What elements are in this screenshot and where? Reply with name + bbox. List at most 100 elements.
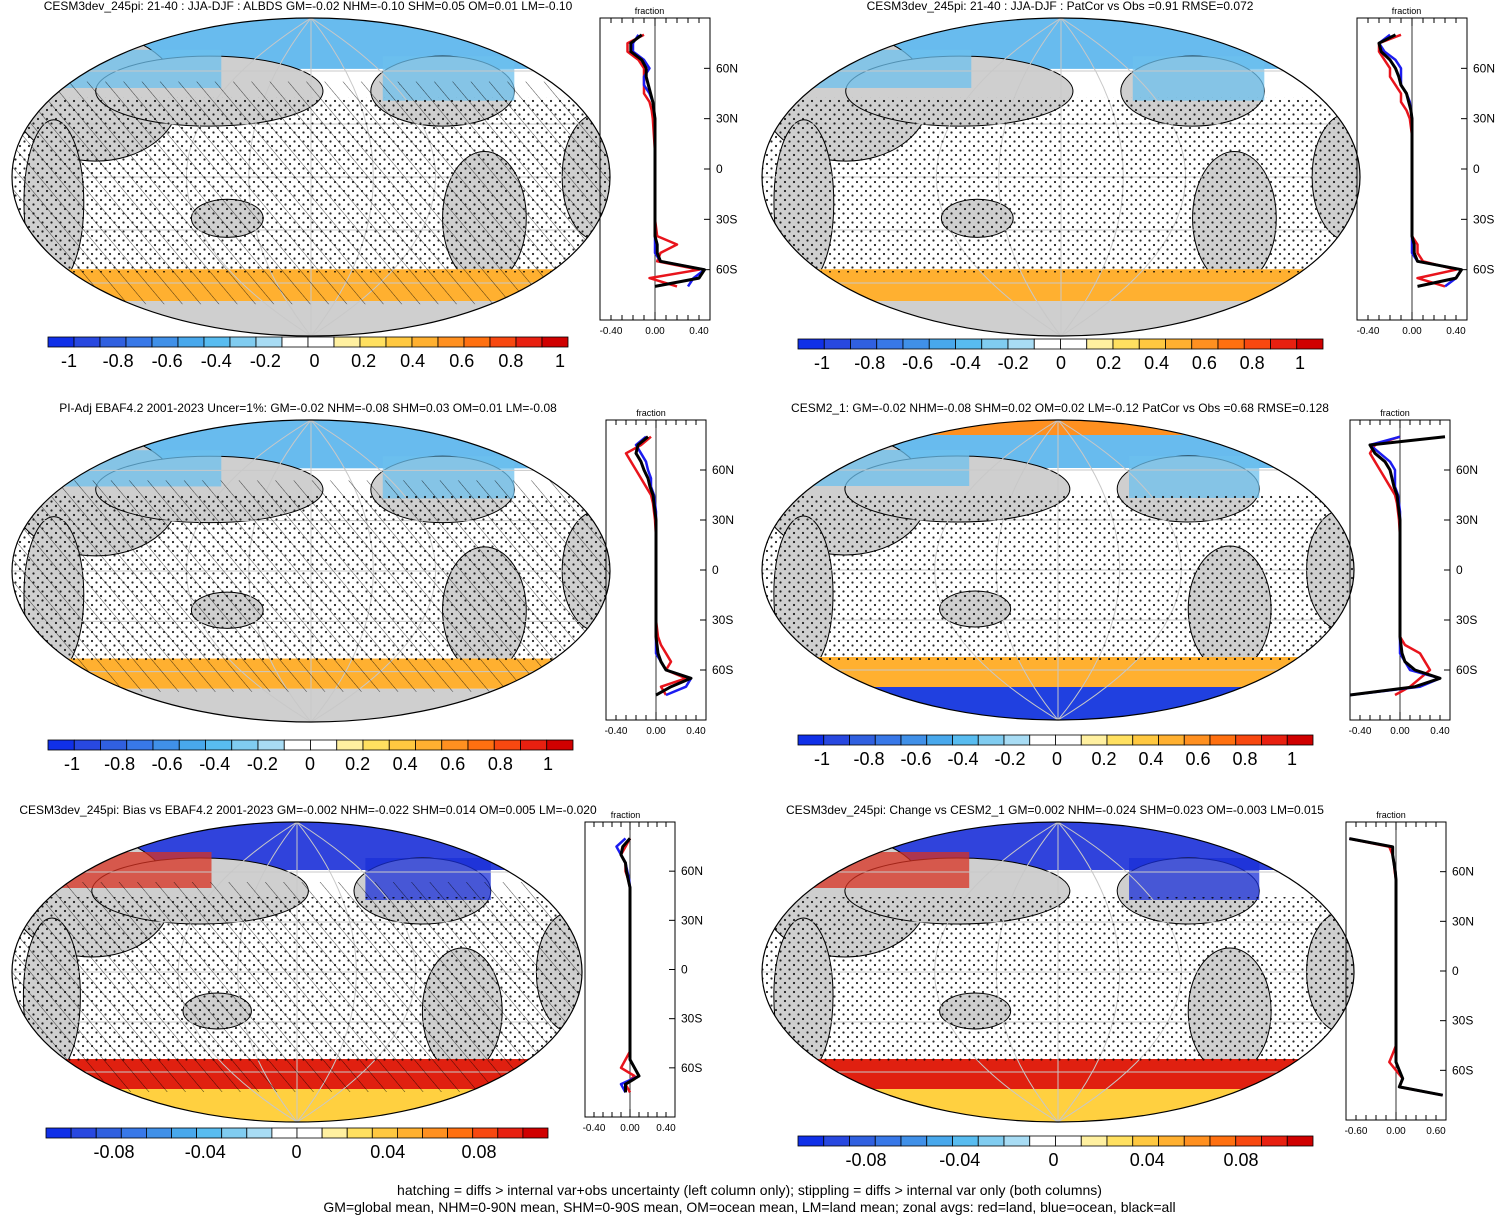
lat-tick-label: 60N (1473, 61, 1495, 75)
colorbar-label: 0.08 (461, 1142, 496, 1162)
colorbar: -0.08 -0.04 0 0.04 0.08 (797, 1135, 1314, 1170)
x-tick-label: -0.40 (1349, 726, 1372, 737)
zonal-axis-label: fraction (611, 810, 641, 820)
colorbar-step (47, 336, 75, 348)
zonal-series-ocean (634, 435, 693, 697)
zonal-mean-panel: fraction 60N 30N 0 30S 60S -0.40 0.00 0.40 (583, 810, 703, 1134)
colorbar-step (1007, 338, 1035, 350)
colorbar-step (1106, 1135, 1134, 1147)
colorbar-step (125, 336, 153, 348)
lat-tick-label: 30S (1473, 212, 1494, 226)
stippling (762, 97, 1360, 273)
colorbar-step (926, 1135, 953, 1147)
colorbar-label: 0 (309, 351, 319, 371)
colorbar-label: -0.4 (950, 353, 981, 373)
colorbar-step (281, 336, 309, 348)
zonal-series-all (1349, 435, 1446, 697)
zonal-axis-label: fraction (1376, 810, 1406, 820)
lat-tick-label: 60S (1456, 663, 1477, 677)
colorbar-label: 0 (1052, 749, 1062, 769)
colorbar-step (385, 336, 413, 348)
lat-tick-label: 60S (1452, 1063, 1473, 1077)
colorbar-step (522, 1127, 549, 1139)
colorbar-label: -0.4 (947, 749, 978, 769)
colorbar-label: 0.2 (1096, 353, 1121, 373)
colorbar-label: -0.08 (93, 1142, 134, 1162)
colorbar-label: 0.6 (1185, 749, 1210, 769)
colorbar-step (178, 739, 206, 751)
colorbar-step (371, 1127, 398, 1139)
colorbar-label: 1 (555, 351, 565, 371)
colorbar-label: 1 (1295, 353, 1305, 373)
colorbar-step (1055, 1135, 1082, 1147)
colorbar-step (797, 338, 825, 350)
panel-title: CESM3dev_245pi: 21-40 : JJA-DJF : PatCor… (867, 0, 1254, 13)
colorbar-label: -0.6 (902, 353, 933, 373)
panel-title: CESM3dev_245pi: 21-40 : JJA-DJF : ALBDS … (44, 0, 573, 13)
colorbar-label: 0.6 (1192, 353, 1217, 373)
colorbar-step (73, 739, 101, 751)
lat-tick-label: 60N (1456, 463, 1478, 477)
colorbar-label: -0.04 (939, 1150, 980, 1170)
colorbar-label: 0.8 (498, 351, 523, 371)
map (12, 822, 582, 1122)
namerica-signal (1129, 456, 1260, 498)
colorbar-step (1270, 338, 1298, 350)
colorbar-step (1132, 1135, 1159, 1147)
lat-tick-label: 0 (681, 963, 688, 977)
colorbar-step (70, 1127, 97, 1139)
colorbar-step (1080, 734, 1108, 746)
map (12, 420, 610, 722)
colorbar-step (797, 1135, 825, 1147)
colorbar-step (1138, 338, 1166, 350)
lat-tick-label: 30N (1456, 513, 1478, 527)
zonal-mean-panel: fraction 60N 30N 0 30S 60S -0.40 0.00 0.40 (1356, 6, 1495, 337)
colorbar-label: 0.8 (488, 754, 513, 774)
hatching (12, 81, 610, 305)
colorbar-step (283, 739, 311, 751)
lat-tick-label: 30S (1456, 613, 1477, 627)
colorbar-step (1158, 1135, 1185, 1147)
colorbar-label: 0 (305, 754, 315, 774)
colorbar-step (1261, 734, 1288, 746)
zonal-series-all (1377, 33, 1463, 288)
colorbar-step (171, 1127, 198, 1139)
colorbar-step (388, 739, 416, 751)
colorbar-step (1055, 734, 1082, 746)
colorbar-step (1132, 734, 1159, 746)
panel-5: CESM3dev_245pi: Bias vs EBAF4.2 2001-202… (11, 803, 703, 1162)
zonal-axis-label: fraction (1380, 408, 1410, 418)
colorbar-step (823, 1135, 850, 1147)
colorbar-step (221, 1127, 248, 1139)
colorbar-step (1165, 338, 1193, 350)
map (762, 420, 1354, 720)
colorbar-step (1183, 1135, 1211, 1147)
x-tick-label: 0.60 (1426, 1126, 1446, 1137)
colorbar-step (257, 739, 285, 751)
map-border (11, 419, 611, 723)
colorbar-step (823, 734, 850, 746)
colorbar-step (797, 734, 825, 746)
colorbar-step (1080, 1135, 1108, 1147)
colorbar-step (541, 336, 569, 348)
colorbar-label: -0.8 (854, 353, 885, 373)
colorbar-step (73, 336, 101, 348)
hatching (12, 480, 610, 692)
colorbar-label: -0.8 (104, 754, 135, 774)
zonal-series-ocean (1349, 435, 1442, 697)
lat-tick-label: 30N (1452, 914, 1474, 928)
zonal-series-ocean (1377, 33, 1463, 288)
colorbar-label: 1 (543, 754, 553, 774)
colorbar-label: 0.8 (1232, 749, 1257, 769)
colorbar-label: -0.6 (152, 351, 183, 371)
colorbar-step (362, 739, 390, 751)
panel-title: PI-Adj EBAF4.2 2001-2023 Uncer=1%: GM=-0… (59, 401, 557, 415)
colorbar-step (1209, 734, 1237, 746)
hatching (12, 882, 582, 1092)
colorbar-label: 0.08 (1223, 1150, 1258, 1170)
panel-3: PI-Adj EBAF4.2 2001-2023 Uncer=1%: GM=-0… (11, 401, 734, 774)
colorbar-step (255, 336, 283, 348)
panel-2: CESM3dev_245pi: 21-40 : JJA-DJF : PatCor… (761, 0, 1495, 373)
colorbar-step (1286, 734, 1314, 746)
